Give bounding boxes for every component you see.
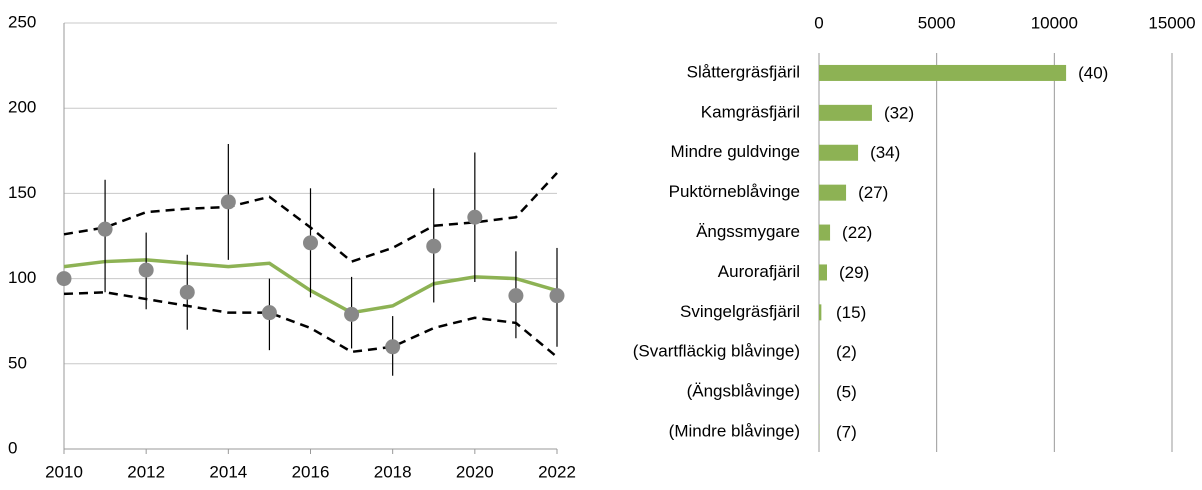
- category-label: Kamgräsfjäril: [701, 102, 800, 121]
- data-point: [508, 288, 523, 303]
- data-point: [467, 210, 482, 225]
- category-label: Ängssmygare: [696, 222, 800, 241]
- category-label: (Ängsblåvinge): [687, 382, 800, 401]
- bar-annotation: (2): [836, 343, 857, 362]
- x-tick-label: 2012: [127, 462, 165, 481]
- category-label: Aurorafjäril: [718, 262, 800, 281]
- data-point: [385, 339, 400, 354]
- bar: [819, 185, 846, 201]
- data-point: [550, 288, 565, 303]
- data-point: [262, 305, 277, 320]
- bar-annotation: (29): [839, 263, 869, 282]
- y-tick-label: 100: [8, 268, 36, 287]
- bar-annotation: (32): [884, 103, 914, 122]
- y-tick-label: 250: [8, 12, 36, 31]
- bar: [819, 264, 827, 280]
- category-label: Mindre guldvinge: [671, 142, 800, 161]
- bar-annotation: (5): [836, 383, 857, 402]
- y-tick-label: 0: [8, 438, 17, 457]
- category-label: Slåttergräsfjäril: [687, 62, 800, 81]
- data-point: [221, 194, 236, 209]
- bar: [819, 145, 858, 161]
- y-tick-label: 150: [8, 183, 36, 202]
- y-tick-label: 50: [8, 353, 27, 372]
- x-tick-label: 2018: [374, 462, 412, 481]
- x-tick-label: 2016: [292, 462, 330, 481]
- bar-annotation: (15): [836, 303, 866, 322]
- x-tick-label: 0: [814, 13, 823, 32]
- series-line: [64, 292, 557, 357]
- bar-annotation: (34): [870, 143, 900, 162]
- data-point: [57, 271, 72, 286]
- data-point: [303, 235, 318, 250]
- category-label: Puktörneblåvinge: [669, 182, 800, 201]
- x-tick-label: 2010: [45, 462, 83, 481]
- x-tick-label: 2020: [456, 462, 494, 481]
- data-point: [180, 285, 195, 300]
- bar: [819, 304, 821, 320]
- x-tick-label: 15000: [1148, 13, 1195, 32]
- category-label: (Svartfläckig blåvinge): [633, 342, 800, 361]
- bar-annotation: (27): [858, 183, 888, 202]
- x-tick-label: 5000: [918, 13, 956, 32]
- data-point: [344, 307, 359, 322]
- bar-annotation: (40): [1078, 63, 1108, 82]
- category-label: (Mindre blåvinge): [669, 422, 800, 441]
- category-label: Svingelgräsfjäril: [680, 302, 800, 321]
- x-tick-label: 2022: [538, 462, 576, 481]
- bar: [819, 105, 872, 121]
- x-tick-label: 10000: [1031, 13, 1078, 32]
- data-point: [139, 263, 154, 278]
- y-tick-label: 200: [8, 98, 36, 117]
- bar: [819, 225, 830, 241]
- data-point: [98, 222, 113, 237]
- x-tick-label: 2014: [209, 462, 247, 481]
- bar: [819, 65, 1066, 81]
- bar-annotation: (22): [842, 223, 872, 242]
- bar-annotation: (7): [836, 423, 857, 442]
- data-point: [426, 239, 441, 254]
